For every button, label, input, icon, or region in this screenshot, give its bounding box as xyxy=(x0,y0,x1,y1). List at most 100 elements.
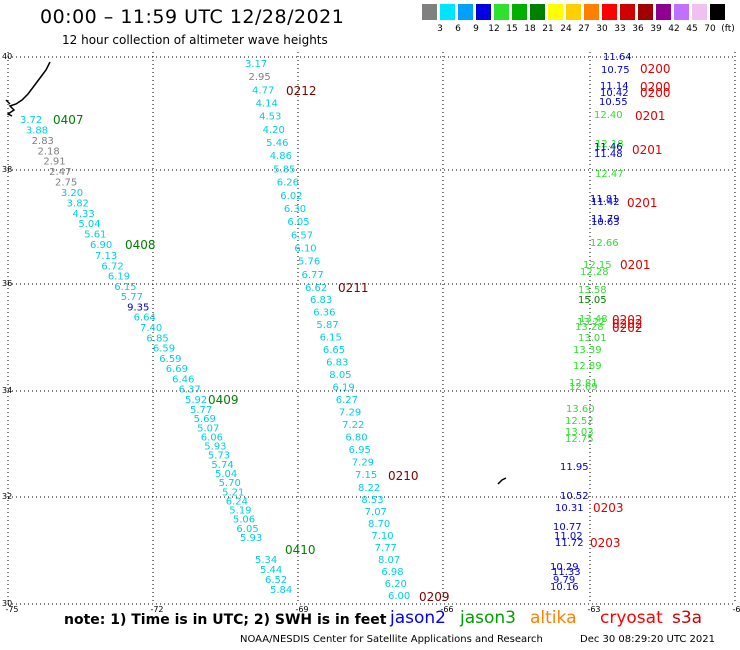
wave-value: 2.47 xyxy=(49,167,71,178)
wave-value: 11.46 xyxy=(594,142,623,153)
wave-value: 8.05 xyxy=(329,370,351,381)
track-time-0210: 0210 xyxy=(388,469,419,483)
wave-value: 13.60 xyxy=(566,404,595,415)
scale-swatch xyxy=(620,4,635,20)
scale-swatch xyxy=(656,4,671,20)
wave-value: 5.04 xyxy=(215,469,237,480)
wave-value: 5.04 xyxy=(78,219,100,230)
wave-value: 6.24 xyxy=(226,496,248,507)
wave-value: 6.95 xyxy=(349,445,371,456)
wave-value: 6.83 xyxy=(310,295,332,306)
wave-value: 5.77 xyxy=(190,405,212,416)
satellite-altika: altika xyxy=(530,608,577,628)
scale-label: 9 xyxy=(473,24,479,34)
wave-value: 12.81 xyxy=(569,378,598,389)
scale-label: 45 xyxy=(686,24,698,34)
wave-value: 6.62 xyxy=(305,283,327,294)
track-time-0202: 0202 xyxy=(612,313,643,327)
coastline xyxy=(5,61,507,485)
wave-value: 5.61 xyxy=(84,230,106,241)
wave-value: 10.75 xyxy=(601,65,630,76)
scale-label: 42 xyxy=(668,24,680,34)
wave-value: 12.69 xyxy=(569,382,598,393)
lon-label: -69 xyxy=(295,605,308,614)
lon-label: -66 xyxy=(440,605,453,614)
footer-timestamp: Dec 30 08:29:20 UTC 2021 xyxy=(580,634,715,645)
track-time-0200: 0200 xyxy=(640,80,671,94)
wave-value: 6.27 xyxy=(336,395,358,406)
lat-lon-grid xyxy=(7,52,736,605)
scale-label: 12 xyxy=(488,24,500,34)
wave-value: 13.03 xyxy=(565,427,594,438)
track-time-0209: 0209 xyxy=(419,590,450,604)
wave-value: 15.05 xyxy=(578,295,607,306)
scale-swatch xyxy=(566,4,581,20)
wave-value: 5.87 xyxy=(316,320,338,331)
scale-swatch xyxy=(602,4,617,20)
wave-value: 12.47 xyxy=(595,169,624,180)
wave-value: 12.89 xyxy=(573,361,602,372)
wave-value: 2.75 xyxy=(55,178,77,189)
wave-value: 13.22 xyxy=(577,317,606,328)
wave-value: 5.69 xyxy=(194,414,216,425)
scale-label: 30 xyxy=(596,24,608,34)
wave-value: 11.72 xyxy=(555,538,584,549)
wave-value: 5.34 xyxy=(255,555,277,566)
wave-value: 6.98 xyxy=(381,567,403,578)
wave-value: 6.57 xyxy=(291,230,313,241)
wave-value: 6.83 xyxy=(326,358,348,369)
wave-value: 7.29 xyxy=(339,408,361,419)
wave-value: 10.52 xyxy=(560,491,589,502)
lon-label: -60 xyxy=(732,605,740,614)
lat-label: 30 xyxy=(2,599,12,608)
scale-swatch xyxy=(674,4,689,20)
scale-swatch xyxy=(710,4,725,20)
wave-value: 11.48 xyxy=(594,149,623,160)
wave-value: 9.79 xyxy=(553,575,575,586)
lon-label: -72 xyxy=(150,605,163,614)
wave-value: 6.90 xyxy=(90,240,112,251)
scale-swatch xyxy=(440,4,455,20)
track-time-0212: 0212 xyxy=(286,84,317,98)
wave-value: 6.30 xyxy=(284,204,306,215)
scale-swatch xyxy=(584,4,599,20)
satellite-s3a: s3a xyxy=(672,608,703,628)
satellite-jason3: jason3 xyxy=(460,608,516,628)
scale-swatch xyxy=(494,4,509,20)
units-note: note: 1) Time is in UTC; 2) SWH is in fe… xyxy=(64,612,387,628)
wave-value: 12.66 xyxy=(590,238,619,249)
track-time-labels: 0407040804090410021202110210020902000200… xyxy=(53,62,671,604)
wave-value: 6.59 xyxy=(159,354,181,365)
wave-value: 8.07 xyxy=(378,555,400,566)
wave-value: 11.95 xyxy=(560,462,589,473)
wave-value: 13.39 xyxy=(573,345,602,356)
scale-swatch xyxy=(458,4,473,20)
wave-value: 2.18 xyxy=(38,146,60,157)
wave-value: 5.46 xyxy=(266,138,288,149)
scale-label: (ft) xyxy=(721,24,735,34)
wave-value: 6.72 xyxy=(101,261,123,272)
wave-value: 3.20 xyxy=(61,188,83,199)
wave-value: 4.14 xyxy=(256,99,278,110)
wave-value: 4.53 xyxy=(259,112,281,123)
wave-value: 4.77 xyxy=(252,85,274,96)
wave-value: 6.85 xyxy=(146,333,168,344)
wave-value: 6.59 xyxy=(153,344,175,355)
wave-value: 4.86 xyxy=(270,151,292,162)
wave-value: 7.15 xyxy=(355,470,377,481)
wave-value: 13.28 xyxy=(575,322,604,333)
wave-value: 5.93 xyxy=(204,442,226,453)
wave-value: 7.29 xyxy=(352,458,374,469)
wave-value: 7.07 xyxy=(365,507,387,518)
wave-value: 6.69 xyxy=(166,364,188,375)
lat-label: 36 xyxy=(2,279,12,288)
wave-value: 10.31 xyxy=(555,503,584,514)
wave-value: 6.37 xyxy=(179,385,201,396)
scale-label: 15 xyxy=(506,24,518,34)
wave-value: 3.88 xyxy=(26,125,48,136)
wave-value: 9.35 xyxy=(127,302,149,313)
wave-value: 12.40 xyxy=(594,110,623,121)
wave-value: 5.85 xyxy=(273,164,295,175)
scale-swatch xyxy=(422,4,437,20)
